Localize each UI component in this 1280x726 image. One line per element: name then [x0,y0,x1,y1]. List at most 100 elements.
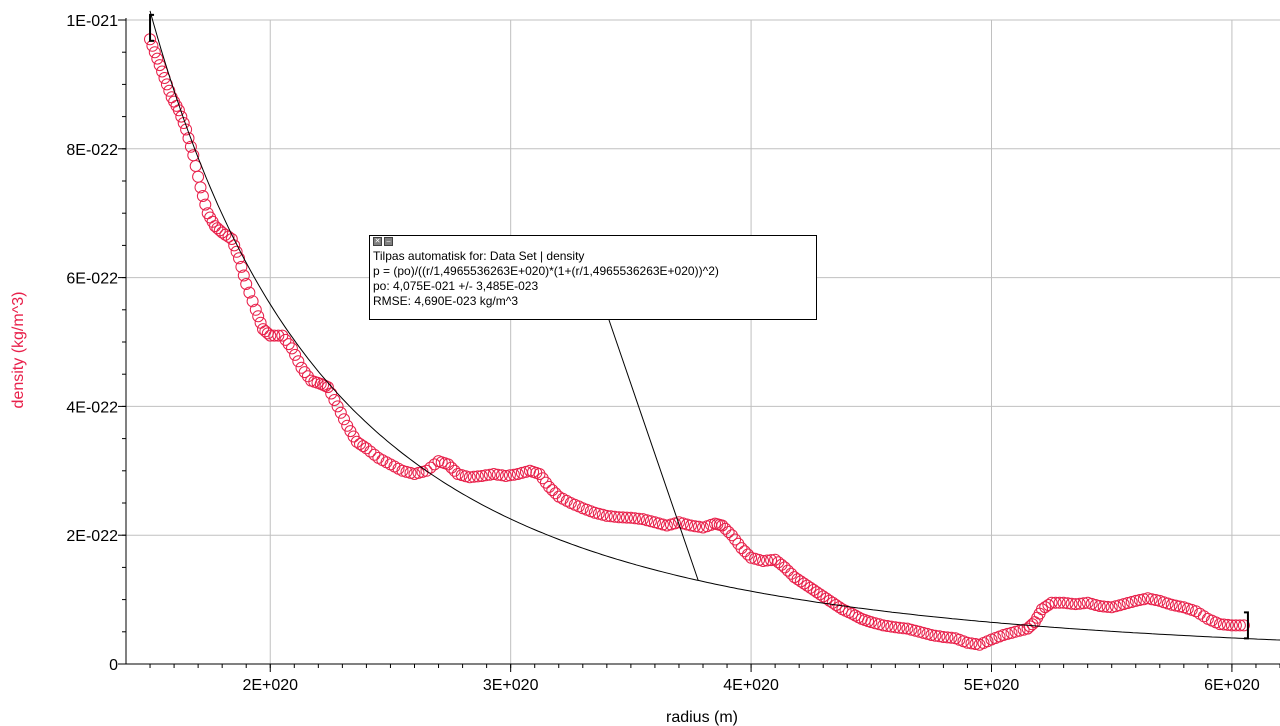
data-point [612,511,625,524]
data-point [1026,618,1039,631]
data-point [276,329,289,342]
data-point [757,555,770,567]
right-range-bracket[interactable] [1243,611,1249,640]
data-point [846,607,859,620]
data-point [1097,600,1110,613]
data-point [1221,618,1234,631]
data-point [499,470,512,482]
data-point [933,630,946,643]
data-point [632,512,645,525]
data-point [1021,622,1034,635]
data-point [289,348,302,361]
data-point [869,617,882,630]
left-range-bracket[interactable] [149,13,155,42]
data-point [791,573,804,586]
data-point [693,520,705,533]
x-tick-label: 2E+020 [242,677,298,694]
data-point [285,342,298,355]
data-point [216,226,229,239]
data-point [282,338,295,351]
data-point [913,625,926,638]
x-tick-label: 3E+020 [483,677,539,694]
x-tick-label: 5E+020 [964,677,1020,694]
data-point [268,329,281,342]
data-point [292,355,305,368]
data-point [1173,600,1186,613]
data-point [237,269,250,282]
data-point [156,65,169,78]
data-point [412,466,425,479]
data-point [1045,596,1058,609]
data-point [533,468,546,480]
data-point [681,518,693,531]
data-point [945,631,958,644]
data-point [1013,624,1026,637]
fit-box-buttons: ✕ – [373,237,814,249]
data-point [192,170,205,183]
y-tick-label: 2E-022 [66,528,118,545]
fit-range-brackets[interactable] [149,13,1249,640]
data-point [495,469,508,482]
data-point [1225,619,1238,632]
data-point [279,333,292,346]
data-point [546,484,559,497]
data-point [820,592,833,605]
grid [126,19,1280,664]
data-point [487,468,500,480]
data-point [1009,625,1022,638]
data-point [781,564,794,577]
data-point [788,571,801,584]
data-point [849,609,862,622]
data-point [738,545,751,558]
data-point [798,577,810,590]
axes [125,18,1280,665]
data-point [881,620,894,632]
data-point [1149,594,1162,606]
data-point [243,286,256,299]
x-axis-title: radius (m) [666,709,738,726]
data-point [941,631,954,644]
data-point [448,464,461,477]
curve-fit-info-box[interactable]: ✕ – Tilpas automatisk for: Data Set | de… [369,235,817,320]
data-point [246,295,259,308]
data-point [153,59,166,72]
close-icon[interactable]: ✕ [373,237,382,246]
data-point [1137,593,1150,606]
data-point [814,588,826,601]
data-point [331,400,344,413]
data-point [1105,601,1118,614]
data-point [264,329,277,342]
y-axis-title: density (kg/m^3) [10,292,27,409]
fit-rmse: RMSE: 4,690E-023 kg/m^3 [373,294,519,308]
data-point [905,623,918,636]
data-point [350,435,363,448]
data-point [151,52,164,65]
data-point [1141,592,1154,605]
data-point [1129,594,1142,607]
data-point [807,583,820,596]
data-point [219,228,232,241]
data-point [1061,597,1074,610]
data-point [194,181,207,194]
data-point [716,519,729,532]
data-point [400,465,413,478]
minimize-icon[interactable]: – [384,237,393,246]
data-point [1033,607,1046,620]
data-point [1237,619,1250,632]
data-point [1049,596,1062,609]
data-point [1039,601,1052,614]
data-point [471,470,484,483]
data-point [794,575,807,588]
data-point [1057,596,1070,609]
data-point [222,230,235,243]
data-point [925,629,938,641]
data-point [600,509,613,522]
data-point [1217,618,1230,631]
data-point [180,123,193,136]
data-point [1085,597,1098,610]
data-point [249,303,262,316]
data-point [628,512,641,525]
data-point [420,464,433,477]
x-axis-ticks: 2E+020 3E+020 4E+020 5E+020 6E+020 [149,664,1280,694]
data-point [889,621,902,634]
